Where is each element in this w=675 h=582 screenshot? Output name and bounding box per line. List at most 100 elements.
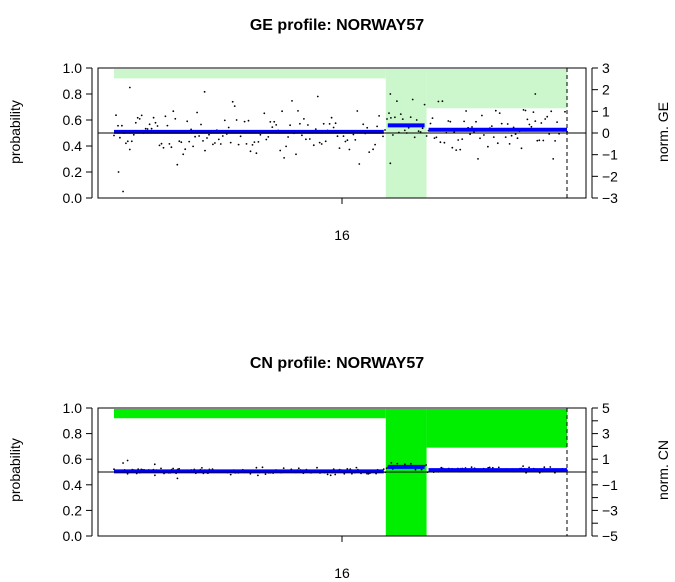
data-point [122, 462, 124, 464]
data-point [411, 98, 414, 101]
data-point [265, 138, 268, 141]
data-point [490, 125, 493, 127]
data-point [465, 110, 467, 112]
data-point [390, 462, 393, 464]
data-point [299, 122, 301, 125]
data-point [420, 468, 423, 471]
data-point [206, 137, 208, 139]
probability-region [426, 409, 567, 448]
data-point [459, 148, 462, 151]
data-point [508, 143, 511, 145]
data-point [190, 128, 193, 131]
data-point [328, 123, 331, 125]
data-point [366, 126, 369, 129]
data-point [153, 463, 156, 466]
data-point [330, 116, 333, 119]
data-point [546, 115, 549, 118]
data-point [166, 124, 169, 127]
data-point [221, 135, 224, 137]
data-point [552, 158, 555, 160]
cn-title: CN profile: NORWAY57 [250, 355, 424, 372]
data-point [264, 473, 267, 475]
y-tick-label: 1.0 [63, 400, 83, 416]
data-point [549, 466, 552, 468]
data-point [136, 116, 139, 119]
y-tick-label: 1.0 [63, 60, 83, 76]
data-point [150, 127, 153, 130]
y-tick-label: 0.0 [63, 190, 83, 206]
data-point [233, 105, 236, 107]
data-point [417, 130, 420, 133]
data-point [479, 137, 481, 140]
data-point [186, 120, 189, 123]
data-point [528, 123, 531, 126]
cn-probability-regions [114, 409, 567, 536]
data-point [196, 111, 199, 114]
y-tick-label: 0.2 [63, 164, 83, 180]
data-point [392, 134, 394, 136]
y-tick-label: 0.6 [63, 451, 83, 467]
data-point [346, 468, 349, 470]
data-point [389, 93, 392, 95]
y2-tick-label: −1 [602, 147, 618, 163]
data-point [285, 145, 287, 148]
data-point [308, 138, 311, 140]
data-point [201, 467, 203, 469]
data-point [378, 115, 380, 117]
data-point [164, 115, 167, 118]
data-point [227, 126, 230, 129]
cn-left-axis: 0.0 0.2 0.4 0.6 0.8 1.0 [63, 400, 93, 544]
data-point [554, 140, 556, 142]
data-point [520, 147, 523, 150]
data-point [194, 135, 197, 138]
data-point [362, 123, 365, 126]
data-point [455, 149, 458, 152]
probability-region [114, 69, 386, 79]
data-point [314, 128, 317, 131]
data-point [295, 153, 297, 156]
data-point [154, 474, 156, 477]
data-point [271, 126, 274, 128]
data-point [399, 113, 402, 115]
data-point [429, 122, 432, 125]
data-point [208, 133, 210, 136]
y-tick-label: 0.8 [63, 426, 83, 442]
data-point [488, 466, 491, 469]
data-point [425, 135, 428, 137]
data-point [128, 86, 131, 89]
data-point [433, 137, 436, 140]
data-point [506, 123, 509, 125]
data-point [154, 121, 157, 124]
data-point [447, 120, 450, 122]
y2-tick-label: −3 [602, 190, 618, 206]
data-point [421, 127, 424, 130]
data-point [202, 140, 204, 142]
data-point [312, 144, 315, 147]
data-point [152, 116, 155, 119]
y2-tick-label: 2 [602, 82, 610, 98]
data-point [146, 128, 149, 130]
data-point [117, 124, 119, 127]
data-point [126, 459, 129, 462]
data-point [257, 474, 259, 477]
data-point [237, 143, 240, 146]
data-point [119, 136, 121, 139]
data-point [342, 135, 345, 138]
data-point [180, 141, 183, 144]
data-point [332, 126, 335, 129]
data-point [243, 120, 246, 123]
data-point [431, 117, 434, 119]
ge-right-axis: −3 −2 −1 0 1 2 3 [591, 60, 618, 206]
data-point [390, 117, 392, 119]
y-tick-label: 0.4 [63, 477, 83, 493]
data-point [198, 135, 201, 137]
data-point [176, 163, 179, 166]
data-point [344, 140, 347, 143]
cn-panel: CN profile: NORWAY57 0.00.20.40.60.81.0 … [7, 355, 671, 581]
data-point [435, 136, 438, 139]
data-point [356, 110, 359, 112]
data-point [388, 112, 390, 114]
cn-segments [114, 464, 567, 474]
data-point [188, 140, 191, 143]
data-point [217, 138, 220, 141]
